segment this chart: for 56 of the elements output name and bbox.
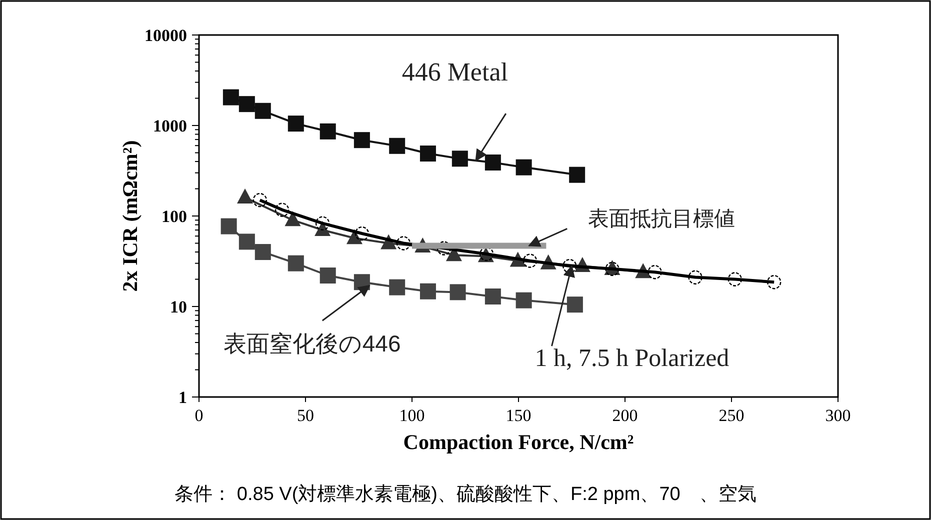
point (222, 89, 239, 106)
point (484, 154, 501, 171)
y-tick-label: 100 (162, 207, 187, 226)
point (420, 146, 436, 162)
y-tick-label: 10000 (144, 26, 187, 45)
point (220, 218, 237, 234)
point (389, 279, 406, 296)
x-tick-label: 300 (825, 406, 851, 425)
point (516, 292, 532, 308)
x-tick-label: 0 (194, 406, 204, 425)
point (354, 226, 370, 241)
point (238, 96, 255, 112)
point (254, 102, 271, 119)
point (688, 270, 702, 284)
point (354, 132, 370, 148)
annotation: 表面抵抗目標値 (588, 208, 736, 231)
point (274, 202, 290, 217)
point (562, 258, 577, 274)
point (436, 241, 452, 256)
point (450, 284, 466, 300)
point (569, 166, 586, 183)
x-tick-label: 50 (297, 406, 314, 425)
point (767, 275, 782, 290)
point (237, 188, 254, 204)
point (396, 236, 411, 250)
point (238, 234, 255, 250)
point (522, 254, 538, 268)
point (320, 268, 336, 284)
y-tick-label: 1 (178, 388, 187, 407)
point (420, 283, 436, 300)
y-tick-label: 1000 (153, 116, 187, 136)
text: 条件： 0.85 V(対標準水素電極)、硫酸酸性下、F:2 ppm、70 、空気 (174, 483, 756, 505)
point (484, 288, 501, 304)
annotation: 表面窒化後の446 (223, 330, 401, 357)
point (566, 296, 583, 313)
y-axis-title: 2x ICR (mΩcm²) (118, 140, 142, 292)
x-tick-label: 250 (718, 406, 744, 425)
annotation: 446 Metal (402, 58, 508, 87)
point (648, 264, 662, 280)
point (452, 150, 468, 167)
point (288, 116, 304, 132)
point (389, 138, 406, 154)
point (254, 244, 271, 260)
point (252, 192, 268, 208)
x-tick-label: 100 (399, 406, 425, 425)
x-tick-label: 150 (506, 406, 532, 425)
x-axis-title: Compaction Force, N/cm² (403, 430, 634, 454)
point (728, 272, 742, 286)
annotation: 1 h, 7.5 h Polarized (534, 345, 730, 372)
point (315, 216, 330, 230)
point (284, 211, 301, 226)
point (320, 123, 336, 140)
y-tick-label: 10 (170, 298, 187, 316)
point (288, 255, 304, 272)
point (516, 159, 532, 176)
x-tick-label: 200 (612, 406, 638, 425)
